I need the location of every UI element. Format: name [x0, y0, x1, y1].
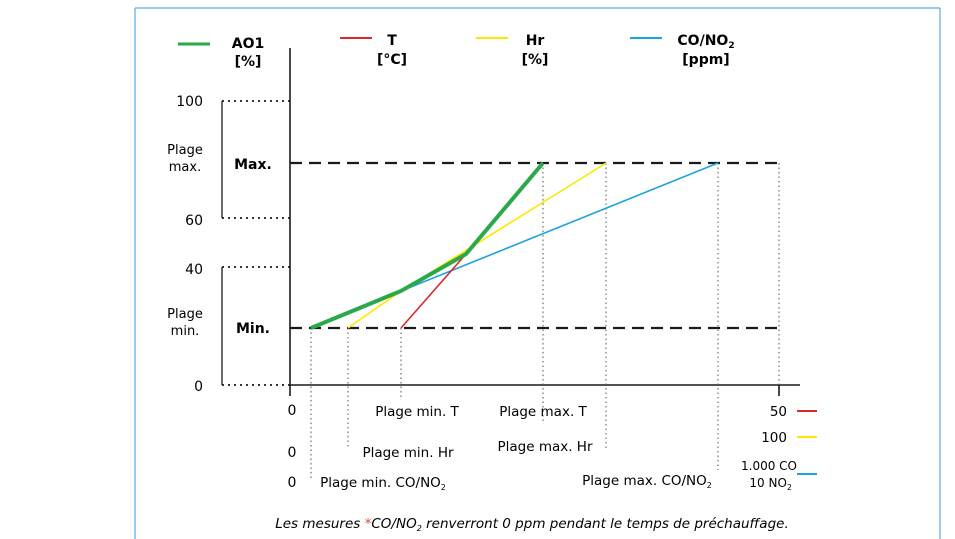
x-row-hr-end-value: 100 [761, 430, 787, 446]
min-level-label: Min. [236, 321, 270, 337]
legend-t-name: T [387, 33, 397, 49]
x-row-hr-max-label: Plage max. Hr [497, 439, 592, 455]
legend-ao1-name: AO1 [232, 36, 264, 52]
y-tick-0: 0 [194, 379, 203, 395]
x-axis-zero: 0 [288, 403, 297, 419]
range-min-label-line1: Plage [167, 307, 203, 322]
series-hr-line [347, 162, 607, 329]
x-row-hr-zero: 0 [288, 445, 297, 461]
range-min-label-line2: min. [171, 324, 200, 339]
y-tick-100: 100 [176, 94, 203, 110]
y-tick-60: 60 [185, 213, 203, 229]
legend-t-unit: [°C] [377, 52, 407, 68]
legend-hr-name: Hr [526, 33, 545, 49]
x-row-t-min-label: Plage min. T [375, 404, 459, 420]
y-axis: 100 60 40 0 Plage max. Plage min. Max. M… [167, 94, 290, 395]
legend: AO1 [%] T [°C] Hr [%] CO/NO2 [ppm] [178, 33, 735, 70]
vertical-guides [310, 163, 780, 478]
legend-co-no2-unit: [ppm] [682, 52, 729, 68]
x-row-co-no2-end-value-line1: 1.000 CO [741, 459, 797, 473]
legend-ao1-unit: [%] [235, 54, 262, 70]
y-tick-40: 40 [185, 262, 203, 278]
x-row-co-no2-end-value-line2: 10 NO2 [749, 476, 792, 492]
x-row-co-no2-zero: 0 [288, 475, 297, 491]
legend-hr-unit: [%] [522, 52, 549, 68]
range-max-label-line1: Plage [167, 143, 203, 158]
x-row-t-max-label: Plage max. T [499, 404, 587, 420]
x-row-co-no2-min-label: Plage min. CO/NO2 [320, 475, 446, 492]
x-row-t-end-value: 50 [770, 404, 787, 420]
legend-co-no2-name: CO/NO2 [677, 33, 734, 51]
range-max-label-line2: max. [169, 160, 201, 175]
footnote-star: * [365, 516, 372, 532]
x-row-hr-min-label: Plage min. Hr [362, 445, 454, 461]
series-t-line [400, 253, 467, 329]
footnote: Les mesures *CO/NO2 renverront 0 ppm pen… [275, 516, 789, 533]
max-level-label: Max. [234, 157, 272, 173]
series-ao1-line [310, 161, 545, 330]
x-row-co-no2-max-label: Plage max. CO/NO2 [582, 473, 712, 490]
